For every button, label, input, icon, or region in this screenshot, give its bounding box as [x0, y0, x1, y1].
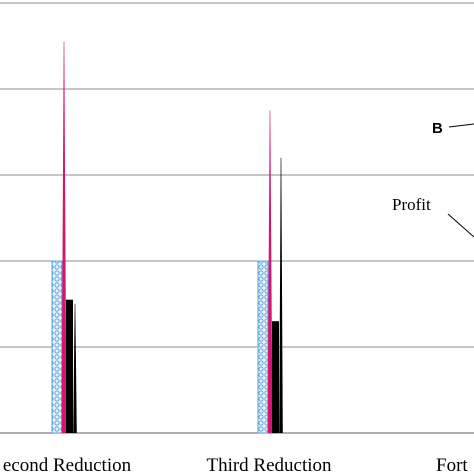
annotation-profit: Profit — [392, 195, 431, 214]
bar-series0-cat1 — [257, 260, 269, 434]
bar-series0-cat0 — [51, 260, 63, 434]
bar-series3-cat0 — [73, 304, 77, 433]
bar-series2-cat1 — [272, 321, 279, 433]
annotations: B Profit — [392, 120, 474, 238]
category-label-2: Fort — [436, 455, 468, 474]
bar-series2-cat0 — [66, 299, 73, 433]
category-labels: econd Reduction Third Reduction Fort — [3, 455, 469, 474]
annotation-b-leader — [448, 123, 474, 128]
category-label-0: econd Reduction — [3, 455, 132, 474]
annotation-b: B — [432, 120, 443, 137]
gridlines — [0, 2, 474, 434]
category-label-1: Third Reduction — [206, 455, 332, 474]
bar-series1-cat1 — [267, 110, 273, 433]
annotation-profit-leader — [447, 213, 474, 238]
bar-series3-cat1 — [279, 157, 283, 434]
bar-series1-cat0 — [61, 41, 67, 433]
bars — [51, 41, 283, 434]
